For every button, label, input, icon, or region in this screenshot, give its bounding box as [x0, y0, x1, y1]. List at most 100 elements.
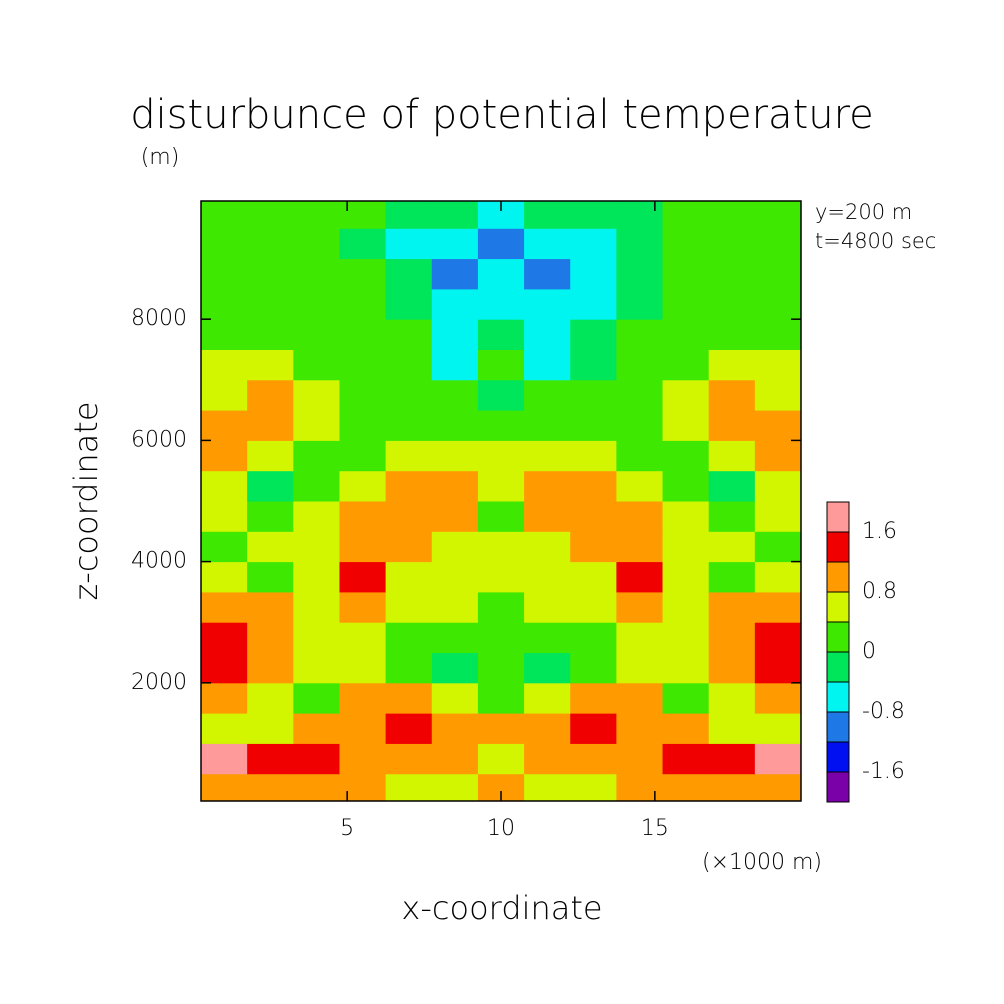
contour-cell [431, 470, 479, 502]
contour-cell [477, 258, 525, 290]
contour-cell [293, 622, 340, 654]
contour-cell [708, 773, 756, 802]
contour-cell [708, 531, 756, 563]
contour-cell [754, 531, 802, 563]
contour-cell [708, 682, 756, 714]
contour-cell [708, 228, 756, 260]
y-axis-label: z-coordinate [67, 401, 105, 600]
contour-cell [708, 652, 756, 684]
colorbar-box [826, 621, 850, 653]
colorbar-label: -0.8 [862, 699, 905, 724]
contour-cell [616, 743, 664, 775]
contour-cell [247, 713, 294, 744]
contour-cell [662, 622, 710, 654]
contour-cell [339, 379, 387, 411]
contour-cell [754, 743, 802, 775]
colorbar-label: 1.6 [862, 519, 897, 544]
contour-cell [293, 319, 340, 350]
contour-cell [431, 201, 479, 229]
contour-cell [247, 440, 294, 472]
contour-cell [477, 561, 525, 593]
contour-cell [385, 501, 433, 532]
contour-cell [524, 682, 571, 714]
colorbar-box [826, 561, 850, 593]
contour-cell [201, 682, 248, 714]
contour-cell [570, 288, 617, 320]
contour-cell [293, 258, 340, 290]
x-tick-label: 15 [641, 816, 669, 841]
contour-cell [616, 531, 664, 563]
contour-cell [754, 682, 802, 714]
contour-cell [570, 228, 617, 260]
contour-cell [385, 470, 433, 502]
contour-cell [293, 501, 340, 532]
contour-cell [662, 201, 710, 229]
contour-cell [524, 773, 571, 802]
contour-cell [385, 773, 433, 802]
colorbar-box [826, 531, 850, 563]
contour-cell [616, 682, 664, 714]
contour-cell [477, 228, 525, 260]
contour-cell [293, 470, 340, 502]
contour-cell [247, 319, 294, 350]
contour-cell [247, 622, 294, 654]
contour-cell [385, 591, 433, 623]
contour-cell [431, 743, 479, 775]
contour-cell [247, 288, 294, 320]
contour-cell [754, 440, 802, 472]
contour-cell [477, 622, 525, 654]
contour-cell [477, 470, 525, 502]
colorbar-box [826, 591, 850, 623]
contour-cell [431, 591, 479, 623]
contour-cell [616, 440, 664, 472]
contour-cell [201, 591, 248, 623]
contour-cell [247, 743, 294, 775]
contour-cell [570, 713, 617, 744]
contour-cell [477, 379, 525, 411]
contour-cell [431, 379, 479, 411]
annotation: y=200 m [815, 200, 912, 224]
contour-cell [662, 501, 710, 532]
contour-cell [570, 470, 617, 502]
contour-cell [477, 410, 525, 441]
colorbar-box [826, 651, 850, 683]
colorbar-box [826, 711, 850, 743]
contour-cell [524, 379, 571, 411]
contour-cell [754, 349, 802, 381]
contour-cell [708, 201, 756, 229]
contour-cell [339, 622, 387, 654]
contour-cell [201, 501, 248, 532]
contour-cell [708, 349, 756, 381]
contour-cell [431, 561, 479, 593]
contour-cell [524, 470, 571, 502]
y-tick-label: 4000 [131, 549, 187, 574]
contour-cell [385, 682, 433, 714]
contour-cell [385, 531, 433, 563]
contour-cell [616, 713, 664, 744]
contour-cell [201, 713, 248, 744]
contour-cell [293, 410, 340, 441]
contour-cell [754, 201, 802, 229]
contour-cell [616, 591, 664, 623]
contour-cell [431, 440, 479, 472]
contour-cell [293, 713, 340, 744]
contour-cell [524, 319, 571, 350]
colorbar-label: -1.6 [862, 759, 905, 784]
contour-cell [524, 201, 571, 229]
contour-cell [662, 591, 710, 623]
contour-cell [339, 531, 387, 563]
contour-cell [477, 501, 525, 532]
contour-cell [339, 501, 387, 532]
contour-cell [431, 319, 479, 350]
chart-title: disturbunce of potential temperature [130, 92, 874, 138]
contour-cell [524, 349, 571, 381]
contour-cell [385, 440, 433, 472]
contour-cell [293, 201, 340, 229]
contour-cell [708, 713, 756, 744]
x-unit: (×1000 m) [702, 850, 822, 875]
contour-cell [616, 773, 664, 802]
contour-cell [616, 561, 664, 593]
contour-cell [293, 379, 340, 411]
contour-cell [754, 501, 802, 532]
contour-cell [339, 682, 387, 714]
